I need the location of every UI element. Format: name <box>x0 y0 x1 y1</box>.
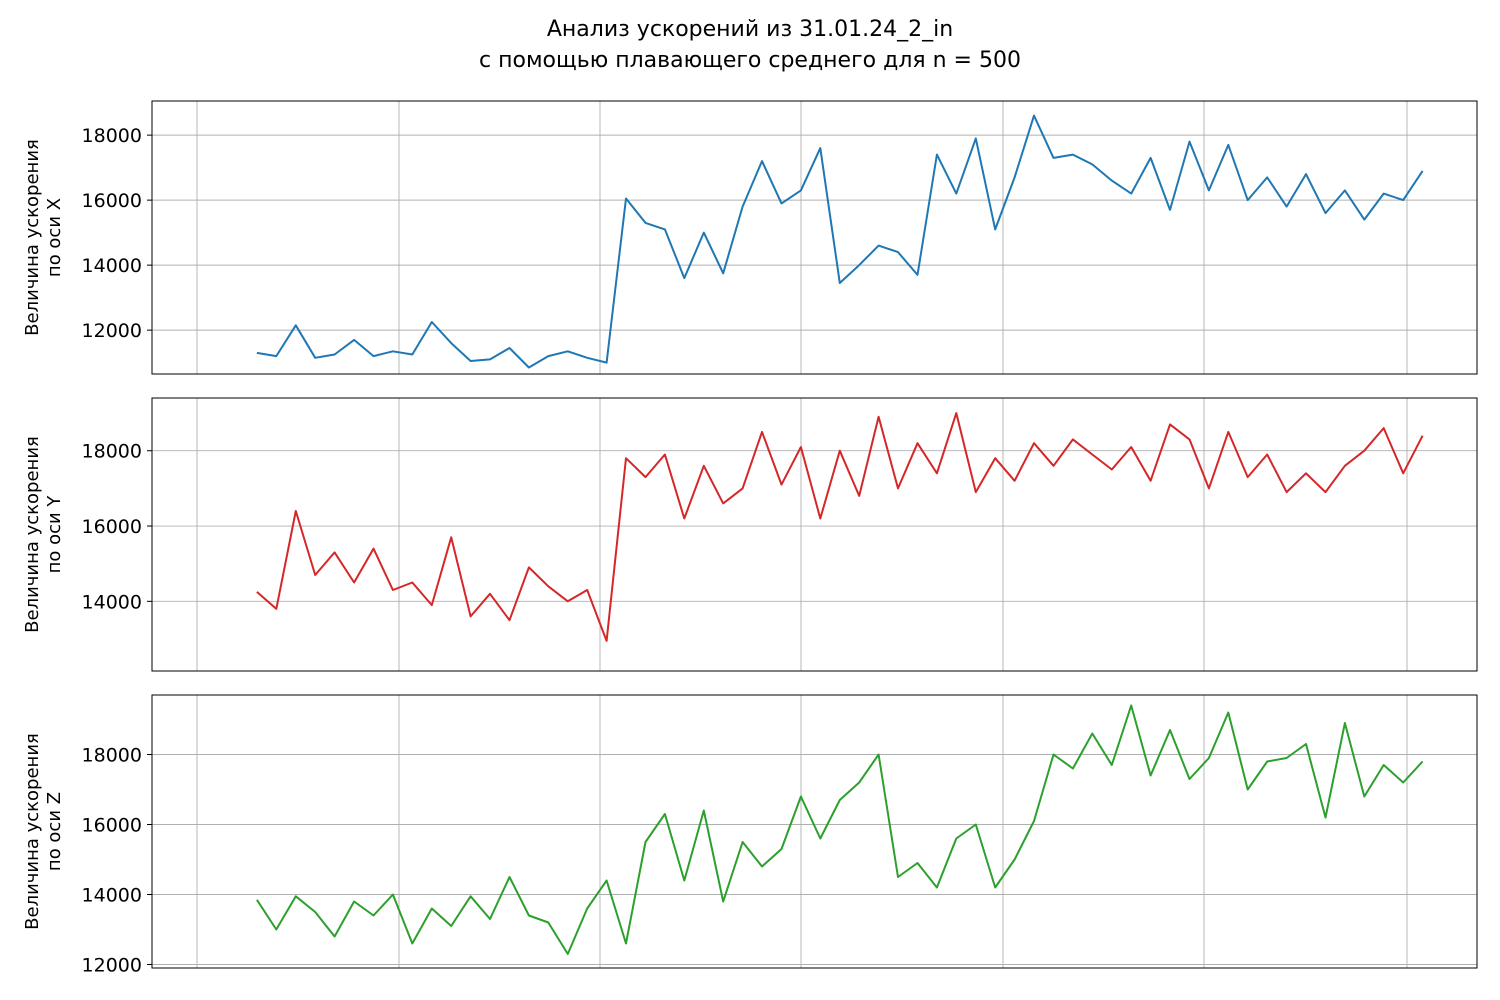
series-line-z <box>256 704 1424 955</box>
series-line-x <box>256 114 1424 369</box>
figure-title-line-2: с помощью плавающего среднего для n = 50… <box>479 48 1021 73</box>
y-tick-label: 14000 <box>82 255 142 277</box>
figure-title-line-1: Анализ ускорений из 31.01.24_2_in <box>546 17 954 42</box>
y-tick-label: 16000 <box>82 815 142 837</box>
axes-frame <box>151 100 1478 375</box>
y-axis-label-line-1: Величина ускорения <box>22 436 43 633</box>
y-tick-label: 12000 <box>82 320 142 342</box>
y-axis-label-line-2: по оси X <box>44 198 65 277</box>
y-tick-label: 16000 <box>82 190 142 212</box>
panel-y-axis: 14000 16000 18000 Величина ускоренияпо оси … <box>22 397 1478 672</box>
y-axis-label: Величина ускоренияпо оси Y <box>22 436 65 633</box>
y-tick-label: 18000 <box>82 745 142 767</box>
y-axis-label-line-2: по оси Y <box>44 495 65 574</box>
axes-frame <box>151 694 1478 969</box>
figure-title: Анализ ускорений из 31.01.24_2_in с помо… <box>0 14 1500 76</box>
series-line-y <box>256 412 1424 642</box>
y-tick-label: 16000 <box>82 516 142 538</box>
y-tick-label: 12000 <box>82 955 142 977</box>
axes-frame <box>151 397 1478 672</box>
panel-x-axis: 12000 14000 16000 18000 Величина ускоренияпо… <box>22 100 1478 375</box>
y-axis-label-line-1: Величина ускорения <box>22 139 43 336</box>
y-tick-label: 18000 <box>82 441 142 463</box>
panel-z-axis: 12000 14000 16000 18000 Величина ускоренияпо… <box>22 694 1478 977</box>
y-axis-label: Величина ускоренияпо оси X <box>22 139 65 336</box>
y-tick-label: 18000 <box>82 125 142 147</box>
y-axis-label-line-1: Величина ускорения <box>22 733 43 930</box>
y-tick-label: 14000 <box>82 591 142 613</box>
y-axis-label: Величина ускоренияпо оси Z <box>22 733 65 930</box>
y-tick-label: 14000 <box>82 885 142 907</box>
y-axis-label-line-2: по оси Z <box>44 792 65 871</box>
